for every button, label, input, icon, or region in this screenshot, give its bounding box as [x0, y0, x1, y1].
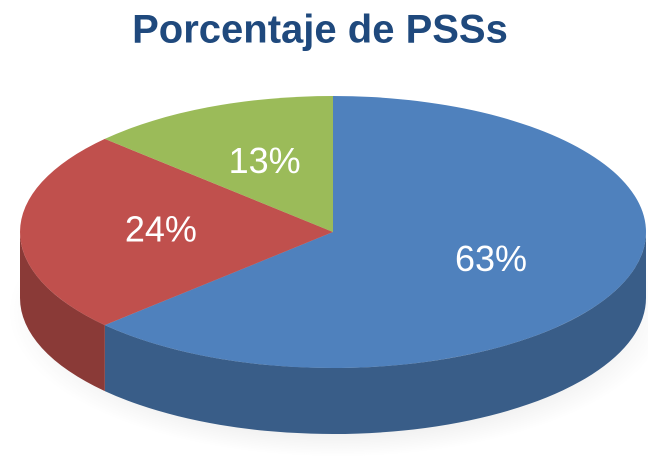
slice	[104, 96, 646, 368]
data-label: 13%	[229, 140, 301, 181]
data-label: 63%	[455, 238, 527, 279]
slice	[19, 138, 333, 326]
slice-side	[20, 232, 105, 392]
slice	[104, 96, 333, 232]
slice-side	[104, 232, 646, 434]
chart-title: Porcentaje de PSSs	[132, 8, 508, 52]
data-label: 24%	[125, 209, 197, 250]
